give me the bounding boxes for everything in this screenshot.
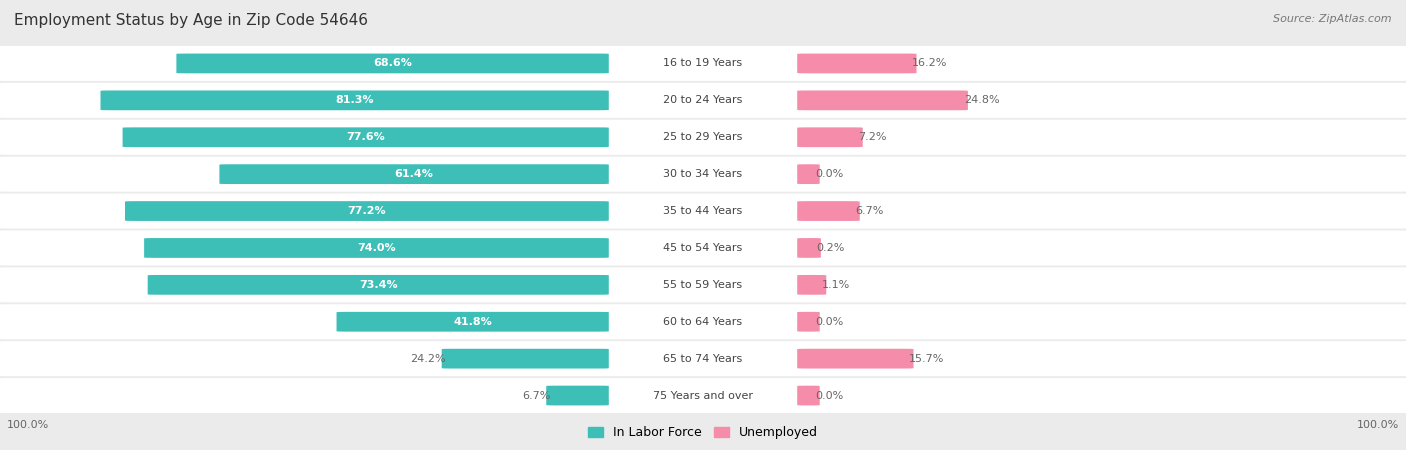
Text: 0.0%: 0.0% — [815, 317, 844, 327]
FancyBboxPatch shape — [441, 349, 609, 369]
FancyBboxPatch shape — [547, 386, 609, 405]
Text: Source: ZipAtlas.com: Source: ZipAtlas.com — [1274, 14, 1392, 23]
Text: 74.0%: 74.0% — [357, 243, 395, 253]
Text: 65 to 74 Years: 65 to 74 Years — [664, 354, 742, 364]
Text: 60 to 64 Years: 60 to 64 Years — [664, 317, 742, 327]
FancyBboxPatch shape — [797, 386, 820, 405]
FancyBboxPatch shape — [0, 304, 1406, 339]
FancyBboxPatch shape — [797, 127, 863, 147]
Text: 6.7%: 6.7% — [522, 391, 551, 401]
FancyBboxPatch shape — [125, 201, 609, 221]
Text: 25 to 29 Years: 25 to 29 Years — [664, 132, 742, 142]
Text: 45 to 54 Years: 45 to 54 Years — [664, 243, 742, 253]
Text: 35 to 44 Years: 35 to 44 Years — [664, 206, 742, 216]
FancyBboxPatch shape — [797, 90, 967, 110]
Text: 68.6%: 68.6% — [373, 58, 412, 68]
FancyBboxPatch shape — [0, 194, 1406, 229]
FancyBboxPatch shape — [0, 120, 1406, 155]
FancyBboxPatch shape — [797, 275, 827, 295]
Text: 61.4%: 61.4% — [395, 169, 433, 179]
Text: 7.2%: 7.2% — [859, 132, 887, 142]
Text: 81.3%: 81.3% — [336, 95, 374, 105]
Text: 6.7%: 6.7% — [855, 206, 884, 216]
Legend: In Labor Force, Unemployed: In Labor Force, Unemployed — [588, 426, 818, 439]
Text: 15.7%: 15.7% — [910, 354, 945, 364]
FancyBboxPatch shape — [0, 157, 1406, 192]
FancyBboxPatch shape — [797, 349, 914, 369]
Text: 0.0%: 0.0% — [815, 169, 844, 179]
FancyBboxPatch shape — [0, 46, 1406, 81]
FancyBboxPatch shape — [797, 238, 821, 258]
FancyBboxPatch shape — [0, 230, 1406, 266]
FancyBboxPatch shape — [797, 54, 917, 73]
Text: 16.2%: 16.2% — [912, 58, 948, 68]
Text: 100.0%: 100.0% — [7, 420, 49, 430]
Text: 16 to 19 Years: 16 to 19 Years — [664, 58, 742, 68]
Text: 75 Years and over: 75 Years and over — [652, 391, 754, 401]
FancyBboxPatch shape — [100, 90, 609, 110]
FancyBboxPatch shape — [797, 201, 859, 221]
Text: 77.2%: 77.2% — [347, 206, 387, 216]
Text: 77.6%: 77.6% — [346, 132, 385, 142]
FancyBboxPatch shape — [148, 275, 609, 295]
Text: 0.0%: 0.0% — [815, 391, 844, 401]
Text: 30 to 34 Years: 30 to 34 Years — [664, 169, 742, 179]
FancyBboxPatch shape — [0, 83, 1406, 118]
Text: 24.8%: 24.8% — [963, 95, 1000, 105]
Text: Employment Status by Age in Zip Code 54646: Employment Status by Age in Zip Code 546… — [14, 14, 368, 28]
Text: 24.2%: 24.2% — [411, 354, 446, 364]
FancyBboxPatch shape — [0, 341, 1406, 376]
FancyBboxPatch shape — [122, 127, 609, 147]
Text: 55 to 59 Years: 55 to 59 Years — [664, 280, 742, 290]
Text: 73.4%: 73.4% — [359, 280, 398, 290]
FancyBboxPatch shape — [797, 164, 820, 184]
Text: 20 to 24 Years: 20 to 24 Years — [664, 95, 742, 105]
Text: 41.8%: 41.8% — [453, 317, 492, 327]
FancyBboxPatch shape — [0, 267, 1406, 302]
FancyBboxPatch shape — [143, 238, 609, 258]
FancyBboxPatch shape — [176, 54, 609, 73]
Text: 100.0%: 100.0% — [1357, 420, 1399, 430]
FancyBboxPatch shape — [0, 378, 1406, 413]
FancyBboxPatch shape — [219, 164, 609, 184]
Text: 1.1%: 1.1% — [823, 280, 851, 290]
Text: 0.2%: 0.2% — [817, 243, 845, 253]
FancyBboxPatch shape — [797, 312, 820, 332]
FancyBboxPatch shape — [336, 312, 609, 332]
